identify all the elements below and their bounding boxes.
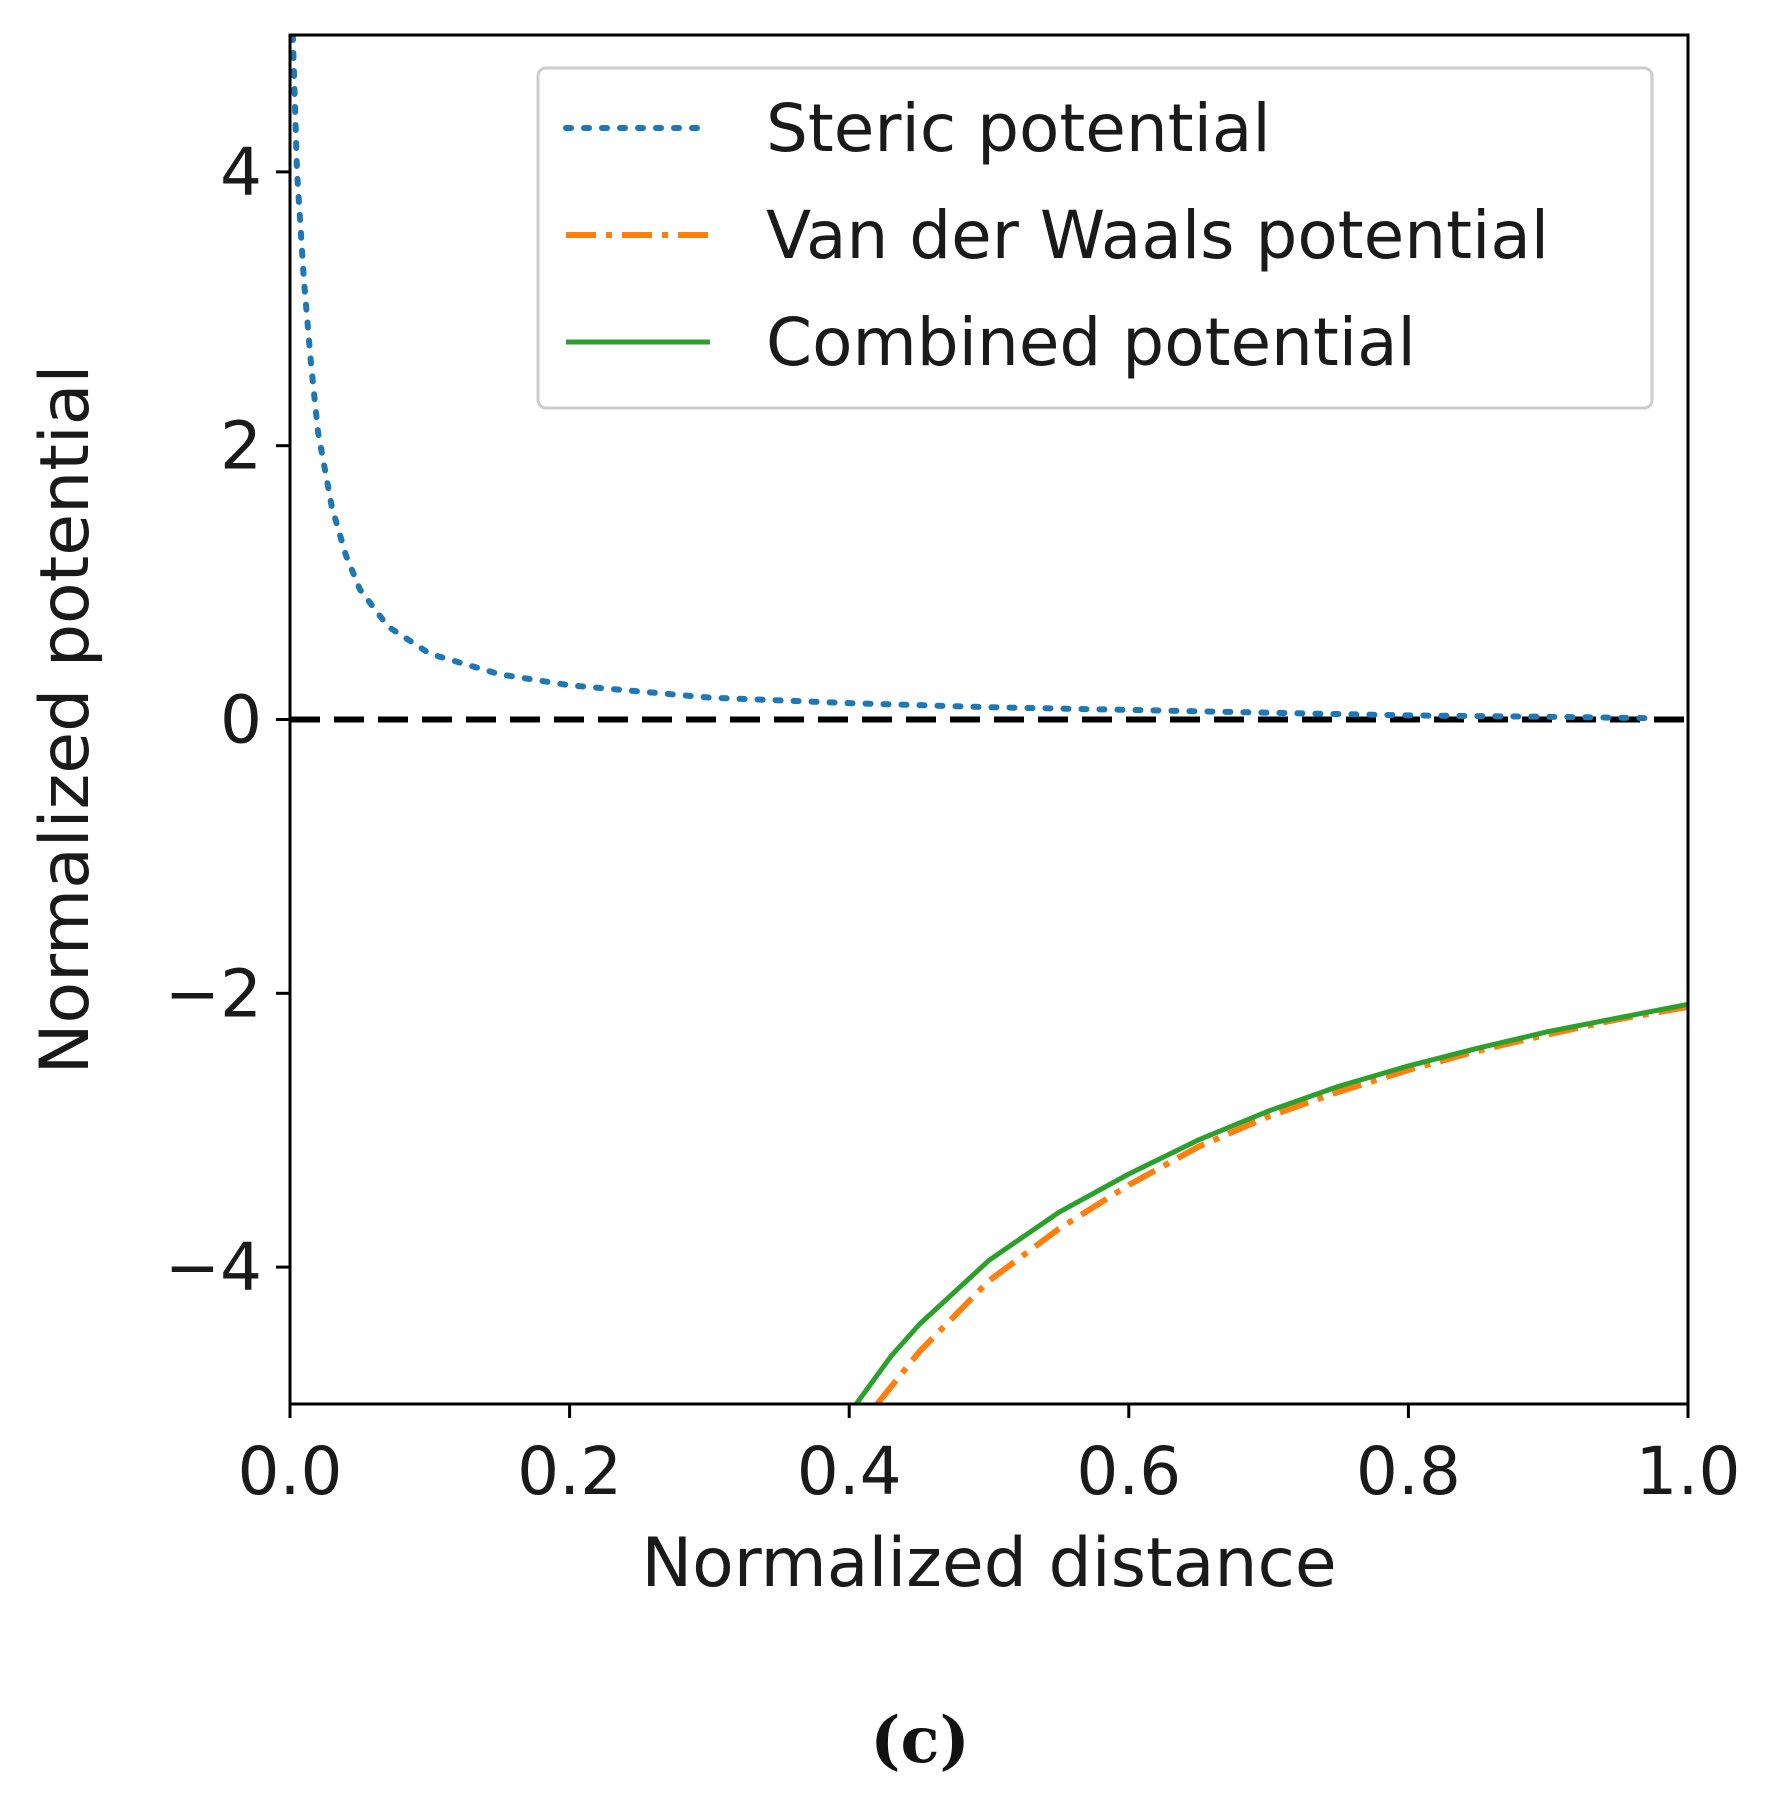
y-tick-label: −2 (165, 955, 262, 1032)
x-tick-label: 0.8 (1356, 1433, 1461, 1510)
y-tick-label: 2 (220, 408, 262, 485)
series-line-van-der-waals-potential (874, 1004, 1688, 1404)
legend-label: Van der Waals potential (766, 197, 1549, 274)
legend-box (536, 66, 1654, 410)
series-layer (290, 35, 1688, 1404)
plot-frame (288, 33, 1690, 1406)
y-tick-label: 0 (220, 682, 262, 759)
y-tick-label: 4 (220, 134, 262, 211)
figure-caption: (c) (870, 1703, 970, 1778)
x-tick-label: 1.0 (1636, 1433, 1741, 1510)
legend: Steric potential Van der Waals potential C… (536, 66, 1654, 410)
legend-label: Combined potential (766, 304, 1416, 381)
x-tick-label: 0.4 (797, 1433, 902, 1510)
legend-label: Steric potential (766, 90, 1271, 167)
y-axis-label: Normalized potential (26, 365, 105, 1075)
axis-ticks: 0.0 0.2 0.4 0.6 0.8 1.0 −4 −2 0 2 4 (165, 134, 1741, 1510)
series-line-combined-potential (854, 1001, 1688, 1404)
series-line-steric-potential (290, 35, 1650, 722)
x-tick-label: 0.2 (517, 1433, 622, 1510)
x-tick-label: 0.0 (238, 1433, 343, 1510)
x-tick-label: 0.6 (1076, 1433, 1181, 1510)
x-axis-label: Normalized distance (641, 1524, 1336, 1603)
y-tick-label: −4 (165, 1229, 262, 1306)
